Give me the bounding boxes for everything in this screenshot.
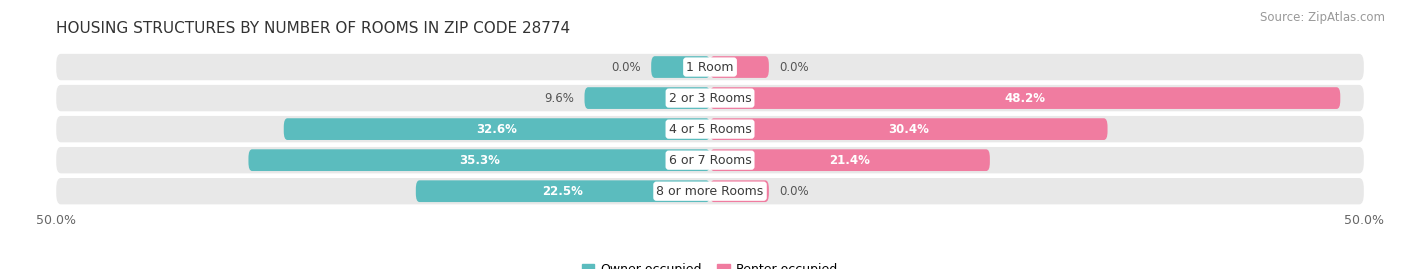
Text: 6 or 7 Rooms: 6 or 7 Rooms	[669, 154, 751, 167]
FancyBboxPatch shape	[710, 118, 1108, 140]
FancyBboxPatch shape	[56, 116, 1364, 142]
Text: 1 Room: 1 Room	[686, 61, 734, 73]
Text: 0.0%: 0.0%	[779, 185, 808, 198]
Text: Source: ZipAtlas.com: Source: ZipAtlas.com	[1260, 11, 1385, 24]
Text: 0.0%: 0.0%	[612, 61, 641, 73]
FancyBboxPatch shape	[710, 149, 990, 171]
Text: 0.0%: 0.0%	[779, 61, 808, 73]
FancyBboxPatch shape	[56, 54, 1364, 80]
FancyBboxPatch shape	[249, 149, 710, 171]
Text: 4 or 5 Rooms: 4 or 5 Rooms	[669, 123, 751, 136]
Text: 32.6%: 32.6%	[477, 123, 517, 136]
Text: 48.2%: 48.2%	[1005, 91, 1046, 105]
Text: 30.4%: 30.4%	[889, 123, 929, 136]
Legend: Owner-occupied, Renter-occupied: Owner-occupied, Renter-occupied	[582, 263, 838, 269]
FancyBboxPatch shape	[710, 180, 769, 202]
Text: HOUSING STRUCTURES BY NUMBER OF ROOMS IN ZIP CODE 28774: HOUSING STRUCTURES BY NUMBER OF ROOMS IN…	[56, 20, 571, 36]
Text: 21.4%: 21.4%	[830, 154, 870, 167]
FancyBboxPatch shape	[56, 178, 1364, 204]
Text: 22.5%: 22.5%	[543, 185, 583, 198]
Text: 8 or more Rooms: 8 or more Rooms	[657, 185, 763, 198]
Text: 35.3%: 35.3%	[458, 154, 499, 167]
FancyBboxPatch shape	[56, 147, 1364, 173]
FancyBboxPatch shape	[284, 118, 710, 140]
FancyBboxPatch shape	[710, 87, 1340, 109]
FancyBboxPatch shape	[710, 56, 769, 78]
FancyBboxPatch shape	[651, 56, 710, 78]
FancyBboxPatch shape	[56, 85, 1364, 111]
FancyBboxPatch shape	[585, 87, 710, 109]
FancyBboxPatch shape	[416, 180, 710, 202]
Text: 9.6%: 9.6%	[544, 91, 574, 105]
Text: 2 or 3 Rooms: 2 or 3 Rooms	[669, 91, 751, 105]
